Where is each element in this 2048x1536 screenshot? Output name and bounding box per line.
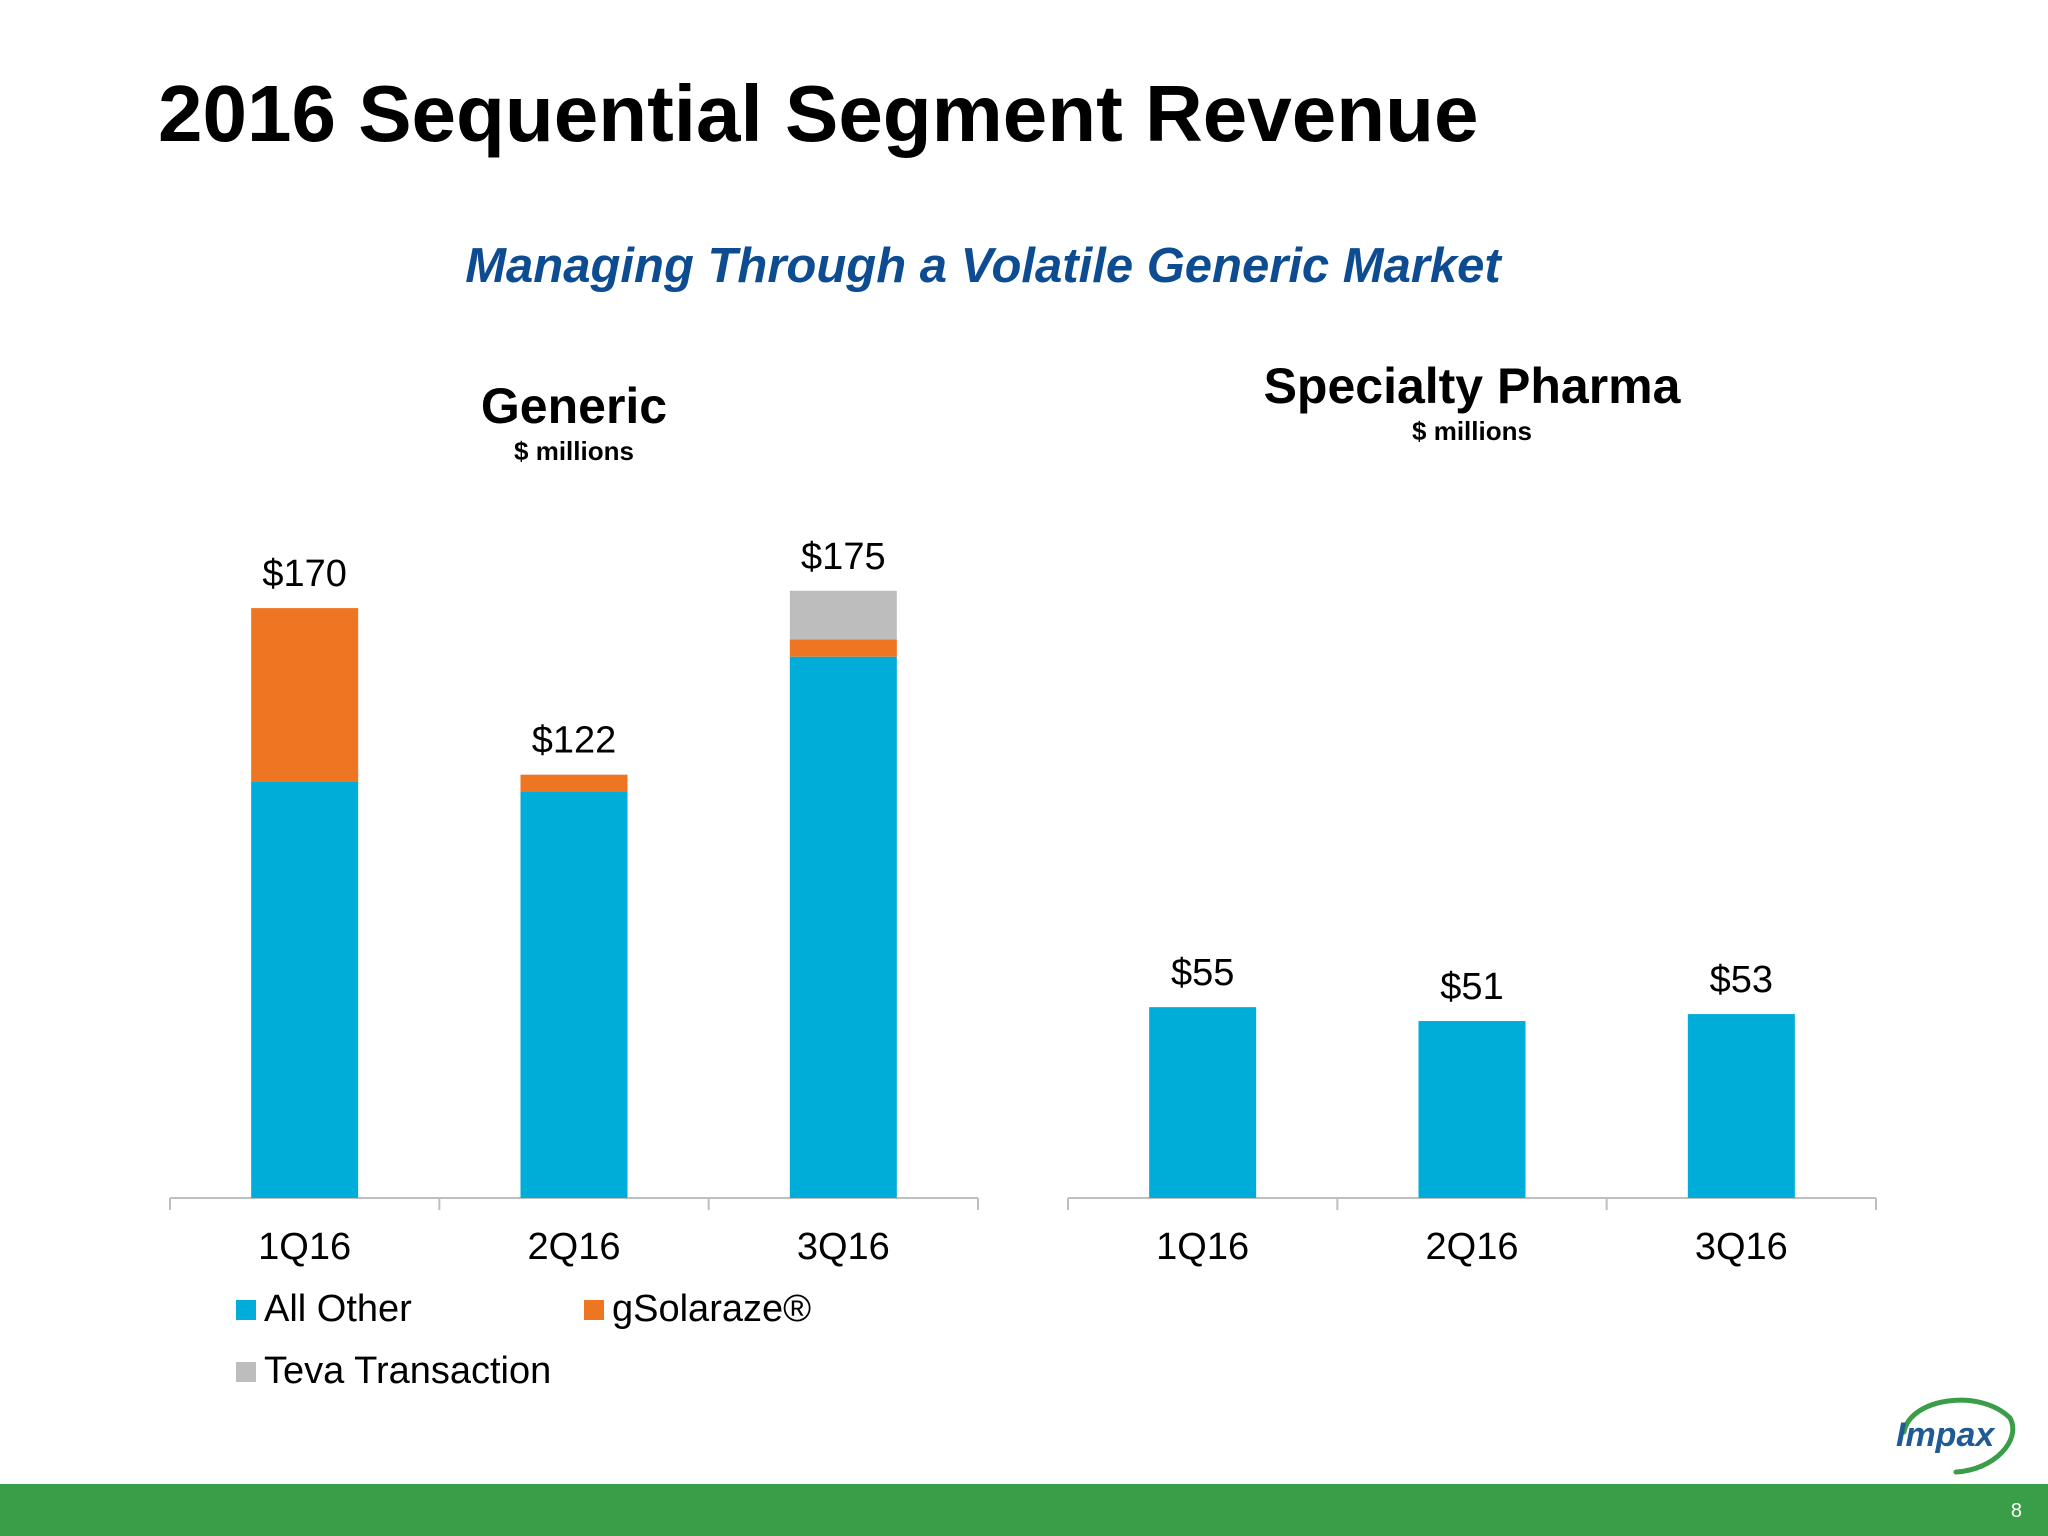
generic-total-label: $122 bbox=[532, 720, 617, 762]
specialty-chart-units: $ millions bbox=[1412, 415, 1532, 446]
slide-title: 2016 Sequential Segment Revenue bbox=[158, 69, 1479, 158]
specialty-tick-label: 3Q16 bbox=[1695, 1226, 1788, 1268]
legend-swatch bbox=[236, 1299, 256, 1320]
generic-chart-title-block: Generic $ millions bbox=[374, 378, 774, 467]
legend-swatch bbox=[584, 1299, 604, 1320]
generic-bar-gsolaraze bbox=[251, 608, 359, 782]
logo-text: Impax bbox=[1896, 1416, 1996, 1454]
generic-tick-label: 1Q16 bbox=[258, 1226, 351, 1268]
generic-tick-label: 3Q16 bbox=[797, 1226, 890, 1268]
generic-chart-units: $ millions bbox=[514, 435, 634, 466]
specialty-bar bbox=[1418, 1021, 1526, 1198]
generic-chart-title: Generic bbox=[480, 378, 668, 434]
legend-swatch bbox=[236, 1361, 256, 1382]
specialty-tick-label: 1Q16 bbox=[1156, 1226, 1249, 1268]
specialty-bar bbox=[1149, 1007, 1257, 1198]
legend-item: All Other bbox=[236, 1288, 412, 1331]
impax-logo: Impax bbox=[1896, 1397, 2016, 1475]
generic-bar-all-other bbox=[520, 792, 628, 1198]
generic-bar-all-other bbox=[251, 781, 359, 1198]
footer-bar bbox=[0, 1484, 2048, 1536]
generic-bar-teva bbox=[789, 590, 897, 640]
slide-subtitle: Managing Through a Volatile Generic Mark… bbox=[465, 239, 1501, 293]
generic-tick-label: 2Q16 bbox=[528, 1226, 621, 1268]
page-number: 8 bbox=[2010, 1500, 2022, 1522]
generic-total-label: $175 bbox=[801, 536, 886, 578]
generic-bar-gsolaraze bbox=[520, 774, 628, 793]
specialty-bar bbox=[1687, 1014, 1795, 1198]
specialty-value-label: $51 bbox=[1440, 966, 1503, 1008]
legend-label: All Other bbox=[264, 1288, 412, 1330]
specialty-value-label: $53 bbox=[1710, 959, 1773, 1001]
generic-bar-gsolaraze bbox=[789, 639, 897, 657]
legend-label: gSolaraze® bbox=[612, 1288, 812, 1330]
specialty-chart-title-block: Specialty Pharma $ millions bbox=[1172, 358, 1772, 447]
legend-item: gSolaraze® bbox=[584, 1288, 811, 1331]
generic-bar-all-other bbox=[789, 656, 897, 1198]
generic-total-label: $170 bbox=[262, 553, 347, 595]
specialty-value-label: $55 bbox=[1171, 952, 1234, 994]
specialty-tick-label: 2Q16 bbox=[1426, 1226, 1519, 1268]
legend-item: Teva Transaction bbox=[236, 1350, 551, 1393]
specialty-chart-title: Specialty Pharma bbox=[1263, 358, 1681, 414]
impax-swoosh-logo bbox=[1901, 1397, 2016, 1475]
legend-label: Teva Transaction bbox=[264, 1350, 552, 1392]
revenue-charts: $170 1Q16 $122 2Q16 $175 3Q16 $55 1Q16 $51 2Q16 $5… bbox=[169, 536, 1877, 1268]
generic-chart-legend: All Other gSolaraze® Teva Transaction bbox=[236, 1288, 936, 1408]
